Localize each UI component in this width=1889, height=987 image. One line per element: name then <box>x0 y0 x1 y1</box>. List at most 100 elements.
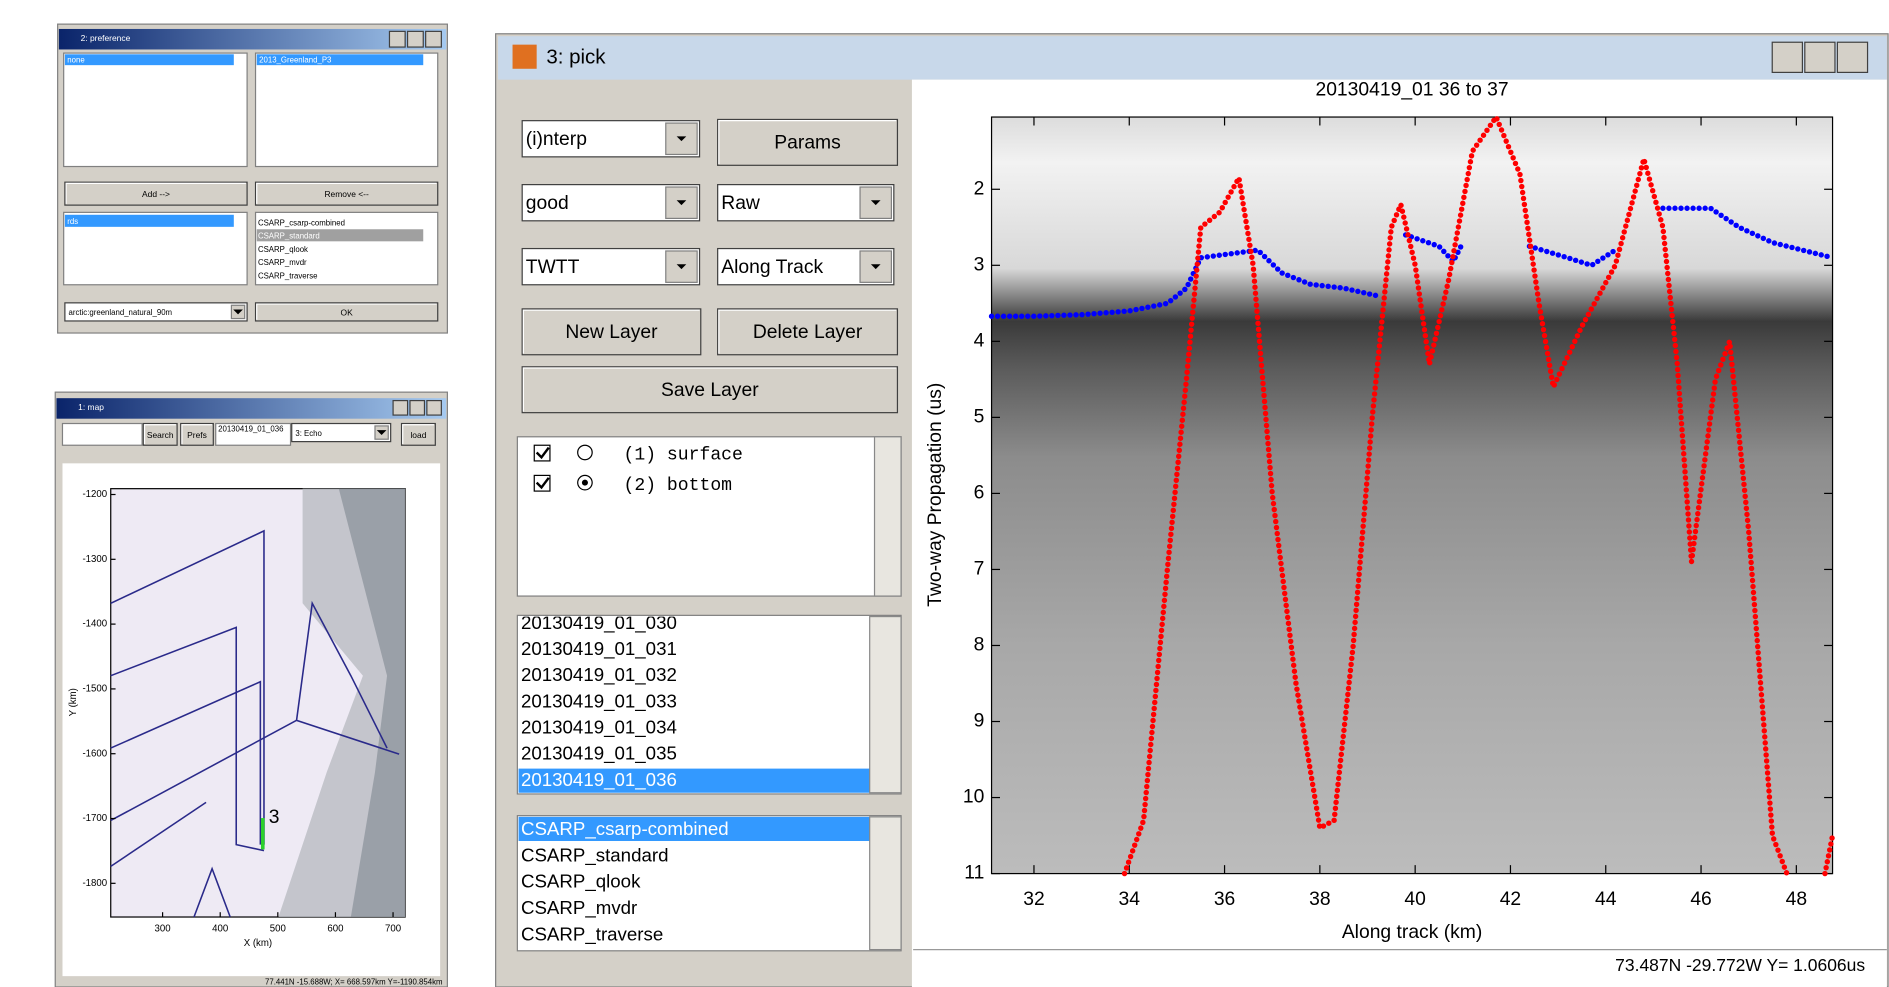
button-bevel <box>718 309 897 354</box>
window-button[interactable] <box>409 399 426 416</box>
dropdown-value: good <box>526 193 569 214</box>
x-tick-label: 300 <box>155 924 171 935</box>
button[interactable] <box>180 422 214 446</box>
button-label: load <box>410 430 426 440</box>
image-item: CSARP_csarp-combined <box>521 818 729 840</box>
y-tick-label: -1300 <box>82 554 107 565</box>
button-label: Prefs <box>187 430 207 440</box>
dropdown-arrow <box>870 264 881 270</box>
window-button[interactable] <box>388 30 406 48</box>
button-bevel <box>143 424 176 445</box>
button-label: Params <box>774 133 840 154</box>
button[interactable] <box>717 118 899 166</box>
dropdown[interactable] <box>64 302 248 322</box>
button-label: Search <box>147 430 174 440</box>
frame-item[interactable]: 20130419_01_031 <box>521 638 677 660</box>
selection <box>64 214 234 227</box>
y-tick-label: 7 <box>974 559 985 580</box>
y-tick-label: 2 <box>974 178 985 199</box>
frame-field[interactable] <box>215 422 292 446</box>
button-bevel <box>522 309 700 354</box>
window-button[interactable] <box>1771 41 1803 73</box>
button[interactable] <box>521 366 899 414</box>
label: CSARP_csarp-combined <box>258 218 345 227</box>
window-button[interactable] <box>392 399 409 416</box>
window-button[interactable] <box>1804 41 1836 73</box>
frame-item[interactable]: 20130419_01_035 <box>521 743 677 765</box>
button[interactable] <box>254 302 439 322</box>
status-bar: 73.487N -29.772W Y= 1.0606us <box>1615 955 1865 975</box>
dropdown[interactable] <box>291 422 392 443</box>
dropdown-arrow <box>376 430 387 435</box>
x-axis-label: X (km) <box>244 938 272 949</box>
x-tick-label: 48 <box>1786 889 1807 910</box>
layer-item: (1) surface <box>624 446 743 466</box>
window-button[interactable] <box>425 30 442 48</box>
window-button[interactable] <box>426 399 442 416</box>
y-axis-label: Two-way Propagation (us) <box>925 383 946 607</box>
dropdown-value: TWTT <box>526 257 580 278</box>
dropdown-arrow <box>233 309 243 315</box>
frame-item[interactable]: 20130419_01_033 <box>521 690 677 712</box>
dropdown-arrow-box <box>859 250 893 283</box>
layer-picks <box>988 205 1836 319</box>
y-tick-label: 3 <box>974 254 985 275</box>
button-label: Save Layer <box>661 380 759 401</box>
listbox <box>63 52 248 168</box>
button[interactable] <box>64 181 248 206</box>
dropdown-arrow <box>676 200 687 206</box>
button-bevel <box>718 120 897 165</box>
button-bevel <box>522 367 897 412</box>
x-tick-label: 32 <box>1023 889 1044 910</box>
image-item: CSARP_mvdr <box>521 897 637 919</box>
y-tick-label: -1200 <box>82 489 107 500</box>
dropdown-value: Raw <box>721 193 760 214</box>
window-button[interactable] <box>406 30 424 48</box>
dropdown-value: arctic:greenland_natural_90m <box>69 308 173 317</box>
label: 2013_Greenland_P3 <box>259 55 332 64</box>
x-tick-label: 700 <box>385 924 401 935</box>
button[interactable] <box>142 422 178 446</box>
echogram-image <box>990 116 1834 875</box>
dropdown-value: 3: Echo <box>295 429 322 438</box>
frame-item[interactable]: 20130419_01_034 <box>521 716 677 738</box>
flight-tracks <box>110 529 400 918</box>
button[interactable] <box>400 422 436 446</box>
y-tick-label: 8 <box>974 635 985 656</box>
frame-item[interactable]: 20130419_01_032 <box>521 664 677 686</box>
x-tick-label: 400 <box>212 924 228 935</box>
titlebar <box>56 398 447 419</box>
y-tick-label: 4 <box>974 330 985 351</box>
y-tick-label: -1800 <box>82 878 107 889</box>
button-label: Remove <-- <box>324 189 368 199</box>
x-tick-label: 500 <box>270 924 286 935</box>
x-tick-label: 34 <box>1119 889 1141 910</box>
button-label: Delete Layer <box>753 322 863 343</box>
dropdown-arrow <box>870 200 881 206</box>
titlebar <box>58 28 447 50</box>
x-tick-label: 46 <box>1690 889 1711 910</box>
dropdown-value: (i)nterp <box>526 129 587 150</box>
label: CSARP_mvdr <box>258 258 307 267</box>
window-button[interactable] <box>1836 41 1869 73</box>
x-tick-label: 40 <box>1404 889 1425 910</box>
x-tick-label: 36 <box>1214 889 1235 910</box>
window-title: 2: preference <box>81 33 131 43</box>
frame-item[interactable]: 20130419_01_030 <box>521 612 677 634</box>
button[interactable] <box>254 181 439 206</box>
y-tick-label: 5 <box>974 406 985 427</box>
label: rds <box>67 217 78 226</box>
dropdown-arrow <box>676 264 687 270</box>
image-item: CSARP_standard <box>521 844 669 866</box>
button[interactable] <box>521 308 702 356</box>
search-field[interactable] <box>61 422 143 446</box>
selection <box>256 54 424 66</box>
y-tick-label: -1600 <box>82 748 107 759</box>
layer-picks <box>1121 111 1836 877</box>
listbox <box>254 211 439 286</box>
button[interactable] <box>717 308 899 356</box>
frame-item[interactable]: 20130419_01_036 <box>521 769 677 791</box>
dropdown-arrow <box>676 136 687 142</box>
dropdown-value: Along Track <box>721 257 823 278</box>
